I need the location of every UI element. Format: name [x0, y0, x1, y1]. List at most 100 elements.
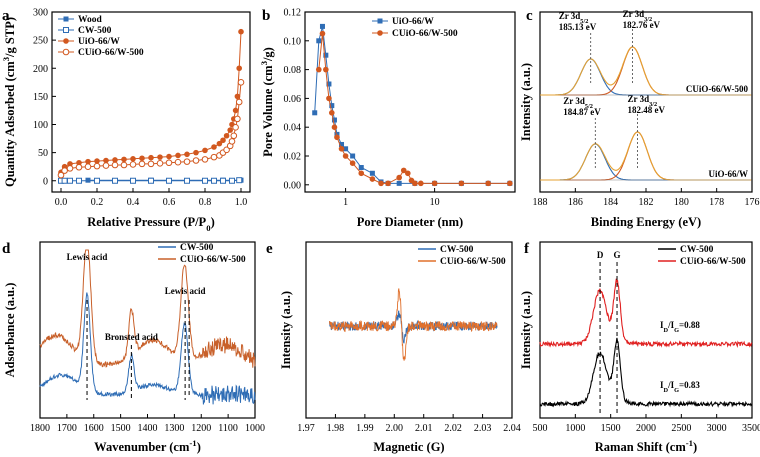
- annotation-label: Lewis acid: [165, 286, 206, 296]
- panel-c: c 188 186 184 182 180 178 176 Binding Energy (eV…: [519, 8, 760, 229]
- x-tick-label: 2.01: [415, 423, 433, 434]
- data-point: [350, 153, 356, 159]
- x-tick-label: 186: [568, 197, 583, 208]
- data-point: [227, 127, 233, 133]
- data-point: [148, 177, 154, 184]
- data-point: [148, 154, 154, 161]
- y-tick-label: 250: [33, 36, 48, 47]
- peak-label: Zr 3d5/2: [563, 96, 593, 110]
- data-point: [378, 180, 384, 187]
- x-tick-label: 176: [745, 197, 760, 208]
- data-point: [202, 177, 208, 184]
- panel-b: b 1 10 0.00 0.02 0.04 0.06 0.08 0.10 0.12 Pore Dia…: [259, 8, 516, 229]
- sample-label: CUiO-66/W-500: [686, 84, 749, 94]
- x-tick-label: 1600: [84, 423, 104, 434]
- data-point: [326, 81, 332, 87]
- y-axis-title: Adsorbance (a.u.): [3, 283, 17, 378]
- data-point: [85, 177, 91, 183]
- legend-label: CUiO-66/W-500: [78, 48, 144, 58]
- x-tick-label: 0.0: [55, 197, 68, 208]
- data-point: [431, 180, 438, 187]
- data-point: [67, 161, 73, 167]
- x-tick-label: 1500: [111, 423, 131, 434]
- y-tick-label: 300: [33, 8, 48, 19]
- x-axis-title: Magnetic (G): [373, 440, 444, 454]
- panel-d: d 1800 1700 1600 1500 1400 1300 1200 1100 1000 Wav…: [2, 241, 265, 454]
- x-tick-label: 2.00: [386, 423, 404, 434]
- x-tick-label: 1.98: [327, 423, 345, 434]
- text-segment: G: [674, 327, 679, 334]
- x-tick-label: 188: [533, 197, 548, 208]
- data-point: [223, 146, 230, 154]
- x-tick-label: 0.4: [127, 197, 140, 208]
- peak-value: 182.76 eV: [623, 20, 661, 30]
- data-point: [396, 174, 402, 181]
- data-point: [339, 141, 345, 147]
- y-tick-label: 0.08: [284, 65, 302, 76]
- text-segment: 5/2: [580, 18, 588, 25]
- data-point: [232, 107, 239, 114]
- x-tick-label: 1100: [218, 423, 238, 434]
- data-point: [63, 38, 69, 44]
- data-point: [202, 147, 208, 154]
- legend-label: CUiO-66/W-500: [680, 257, 746, 267]
- data-point: [234, 115, 241, 123]
- data-point: [174, 158, 182, 166]
- data-point: [485, 180, 492, 187]
- series-line-cw-500: [539, 337, 753, 408]
- text-segment: 3: [1, 56, 11, 61]
- data-point: [192, 157, 200, 164]
- legend-label: UiO-66/W: [392, 17, 434, 27]
- data-point: [349, 160, 356, 166]
- y-tick-label: 0.02: [284, 152, 302, 163]
- text-segment: /I: [667, 380, 675, 390]
- data-point: [319, 23, 325, 29]
- panel-letter: a: [2, 8, 10, 24]
- data-point: [166, 177, 172, 184]
- sample-label: UiO-66/W: [709, 169, 749, 179]
- data-point: [61, 177, 68, 184]
- y-axis-title: Intensity (a.u.): [519, 291, 533, 369]
- data-point: [184, 177, 190, 184]
- data-point: [121, 156, 127, 163]
- data-point: [147, 160, 155, 168]
- data-point: [85, 158, 91, 165]
- data-point: [76, 159, 82, 166]
- panel-e: e 1.97 1.98 1.99 2.00 2.01 2.02 2.03 2.04 Magneti…: [266, 241, 521, 454]
- text-segment: /g): [261, 47, 275, 62]
- y-tick-label: 150: [33, 92, 48, 103]
- x-tick-label: 500: [533, 423, 548, 434]
- text-segment: =0.88: [679, 320, 700, 330]
- text-segment: 0: [206, 223, 211, 233]
- series-line-cw-500: [39, 292, 256, 405]
- data-point: [166, 153, 172, 160]
- data-point: [377, 30, 383, 36]
- text-segment: /I: [667, 320, 675, 330]
- data-point: [230, 132, 238, 140]
- x-tick-label: 1200: [191, 423, 211, 434]
- x-tick-label: 0.6: [163, 197, 176, 208]
- y-axis-title: Pore Volume (cm3/g): [259, 47, 275, 157]
- data-point: [412, 180, 418, 187]
- x-tick-label: 184: [603, 197, 618, 208]
- panel-f: f 500 1000 1500 2000 2500 3000 3500 Raman Shift …: [519, 241, 760, 454]
- panel-letter: b: [262, 8, 270, 24]
- text-segment: -1: [189, 438, 196, 448]
- data-point: [235, 98, 243, 106]
- data-point: [234, 93, 241, 100]
- data-point: [57, 171, 65, 179]
- y-tick-label: 0.04: [284, 123, 302, 134]
- x-tick-label: 0.8: [199, 197, 212, 208]
- legend-label: CW-500: [440, 245, 474, 255]
- peak-label: G: [614, 250, 621, 260]
- data-point: [139, 155, 145, 162]
- intensity-ratio: ID/IG=0.88: [660, 320, 700, 334]
- text-segment: /g STP): [3, 17, 17, 58]
- data-point: [216, 140, 223, 147]
- text-segment: D: [664, 327, 669, 334]
- text-segment: Pore Volume (cm: [261, 65, 275, 157]
- x-tick-label: 2.04: [503, 423, 521, 434]
- x-tick-label: 2000: [636, 423, 656, 434]
- data-point: [358, 165, 364, 171]
- data-point: [138, 160, 146, 168]
